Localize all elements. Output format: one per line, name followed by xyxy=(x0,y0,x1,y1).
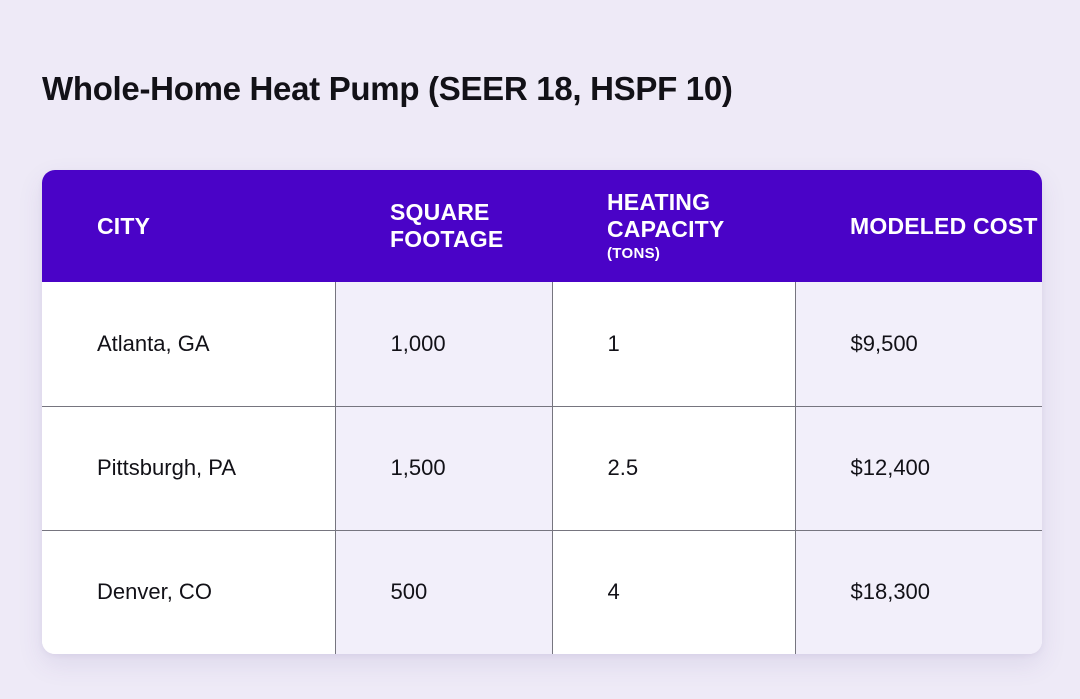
table-row: Pittsburgh, PA 1,500 2.5 $12,400 xyxy=(42,405,1042,530)
table-body: Atlanta, GA 1,000 1 $9,500 Pittsburgh, P… xyxy=(42,282,1042,654)
cell-heating-capacity: 1 xyxy=(551,282,795,406)
heat-pump-table: CITY SQUARE FOOTAGE HEATING CAPACITY (TO… xyxy=(42,170,1042,654)
cell-square-footage: 500 xyxy=(334,529,552,654)
table-row: Denver, CO 500 4 $18,300 xyxy=(42,529,1042,654)
column-header-city-label: CITY xyxy=(97,212,151,239)
cell-square-footage: 1,000 xyxy=(334,282,552,406)
cell-heating-capacity: 2.5 xyxy=(551,405,795,530)
table-row: Atlanta, GA 1,000 1 $9,500 xyxy=(42,282,1042,406)
cell-heating-capacity: 4 xyxy=(551,529,795,654)
cell-modeled-cost: $18,300 xyxy=(794,529,1042,654)
cell-city: Denver, CO xyxy=(42,529,335,654)
data-table-container: CITY SQUARE FOOTAGE HEATING CAPACITY (TO… xyxy=(42,170,1042,654)
page-title: Whole-Home Heat Pump (SEER 18, HSPF 10) xyxy=(42,70,733,107)
column-header-city: CITY xyxy=(42,170,335,282)
column-header-heating-capacity: HEATING CAPACITY (TONS) xyxy=(552,170,795,282)
cell-modeled-cost: $12,400 xyxy=(794,405,1042,530)
column-header-heating-capacity-unit: (TONS) xyxy=(607,245,661,263)
column-header-modeled-cost-label: MODELED COST xyxy=(850,212,1038,239)
cell-modeled-cost: $9,500 xyxy=(794,282,1042,406)
cell-city: Atlanta, GA xyxy=(42,282,335,406)
cell-square-footage: 1,500 xyxy=(334,405,552,530)
column-header-square-footage-label: SQUARE FOOTAGE xyxy=(390,199,504,252)
cell-city: Pittsburgh, PA xyxy=(42,405,335,530)
column-header-square-footage: SQUARE FOOTAGE xyxy=(335,170,552,282)
table-header-row: CITY SQUARE FOOTAGE HEATING CAPACITY (TO… xyxy=(42,170,1042,282)
column-header-heating-capacity-label: HEATING CAPACITY xyxy=(607,189,725,242)
table-header: CITY SQUARE FOOTAGE HEATING CAPACITY (TO… xyxy=(42,170,1042,282)
column-header-modeled-cost: MODELED COST xyxy=(795,170,1042,282)
